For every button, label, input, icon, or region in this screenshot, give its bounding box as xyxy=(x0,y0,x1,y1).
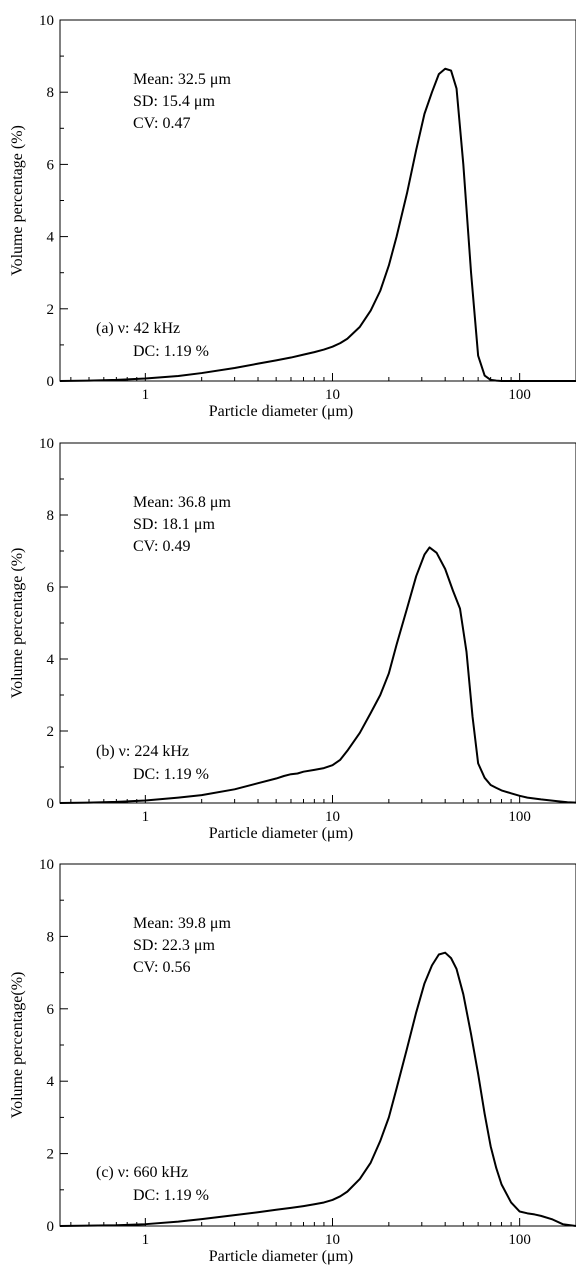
x-tick-label: 10 xyxy=(325,1232,340,1248)
condition-annotation: (b) ν: 224 kHz xyxy=(96,743,189,760)
distribution-curve xyxy=(59,546,576,804)
stats-annotation: Mean: 36.8 μm xyxy=(133,494,231,511)
y-tick-label: 2 xyxy=(47,302,55,318)
y-tick-label: 6 xyxy=(47,1002,55,1018)
y-tick-label: 10 xyxy=(39,13,54,29)
x-tick-label: 10 xyxy=(325,387,340,403)
x-axis-label: Particle diameter (μm) xyxy=(209,1248,354,1265)
y-tick-label: 0 xyxy=(47,796,55,812)
x-axis-label: Particle diameter (μm) xyxy=(209,403,354,420)
panel-a: 0 2 4 6 8 10 1 10 100 Particle diameter (μm) Volum… xyxy=(9,13,576,420)
condition-annotation: (a) ν: 42 kHz xyxy=(96,320,180,337)
y-tick-label: 8 xyxy=(47,929,55,945)
y-axis-label: Volume percentage (%) xyxy=(9,548,26,699)
condition-annotation: DC: 1.19 % xyxy=(133,1187,209,1204)
y-axis-label: Volume percentage(%) xyxy=(9,972,26,1119)
x-tick-label: 100 xyxy=(508,387,531,403)
y-tick-label: 0 xyxy=(47,1219,55,1235)
y-tick-label: 4 xyxy=(47,230,55,246)
y-tick-label: 2 xyxy=(47,1147,55,1163)
y-tick-label: 4 xyxy=(47,1074,55,1090)
stats-annotation: CV: 0.56 xyxy=(133,959,190,976)
y-tick-label: 0 xyxy=(47,374,55,390)
panel-c: 0 2 4 6 8 10 1 10 100 Particle diameter (μm) Volum… xyxy=(9,857,576,1265)
condition-annotation: DC: 1.19 % xyxy=(133,766,209,783)
y-tick-label: 4 xyxy=(47,652,55,668)
x-tick-label: 10 xyxy=(325,809,340,825)
stats-annotation: SD: 18.1 μm xyxy=(133,516,215,533)
x-axis-label: Particle diameter (μm) xyxy=(209,825,354,842)
x-tick-label: 1 xyxy=(142,809,150,825)
x-tick-label: 1 xyxy=(142,387,150,403)
y-tick-label: 8 xyxy=(47,85,55,101)
x-tick-label: 100 xyxy=(508,1232,531,1248)
condition-annotation: DC: 1.19 % xyxy=(133,343,209,360)
y-axis-label: Volume percentage (%) xyxy=(9,125,26,276)
stats-annotation: SD: 15.4 μm xyxy=(133,93,215,110)
y-tick-label: 10 xyxy=(39,436,54,452)
stats-annotation: CV: 0.49 xyxy=(133,538,190,555)
stats-annotation: CV: 0.47 xyxy=(133,115,190,132)
y-tick-label: 6 xyxy=(47,580,55,596)
x-tick-label: 1 xyxy=(142,1232,150,1248)
y-tick-label: 6 xyxy=(47,157,55,173)
stats-annotation: Mean: 39.8 μm xyxy=(133,915,231,932)
stats-annotation: SD: 22.3 μm xyxy=(133,937,215,954)
y-tick-label: 2 xyxy=(47,724,55,740)
condition-annotation: (c) ν: 660 kHz xyxy=(96,1164,188,1181)
distribution-curve xyxy=(59,67,576,382)
stats-annotation: Mean: 32.5 μm xyxy=(133,71,231,88)
y-tick-label: 8 xyxy=(47,508,55,524)
panel-b: 0 2 4 6 8 10 1 10 100 Particle diameter (μm) Volum… xyxy=(9,436,576,842)
y-tick-label: 10 xyxy=(39,857,54,873)
x-tick-label: 100 xyxy=(508,809,531,825)
distribution-curve xyxy=(59,951,576,1227)
